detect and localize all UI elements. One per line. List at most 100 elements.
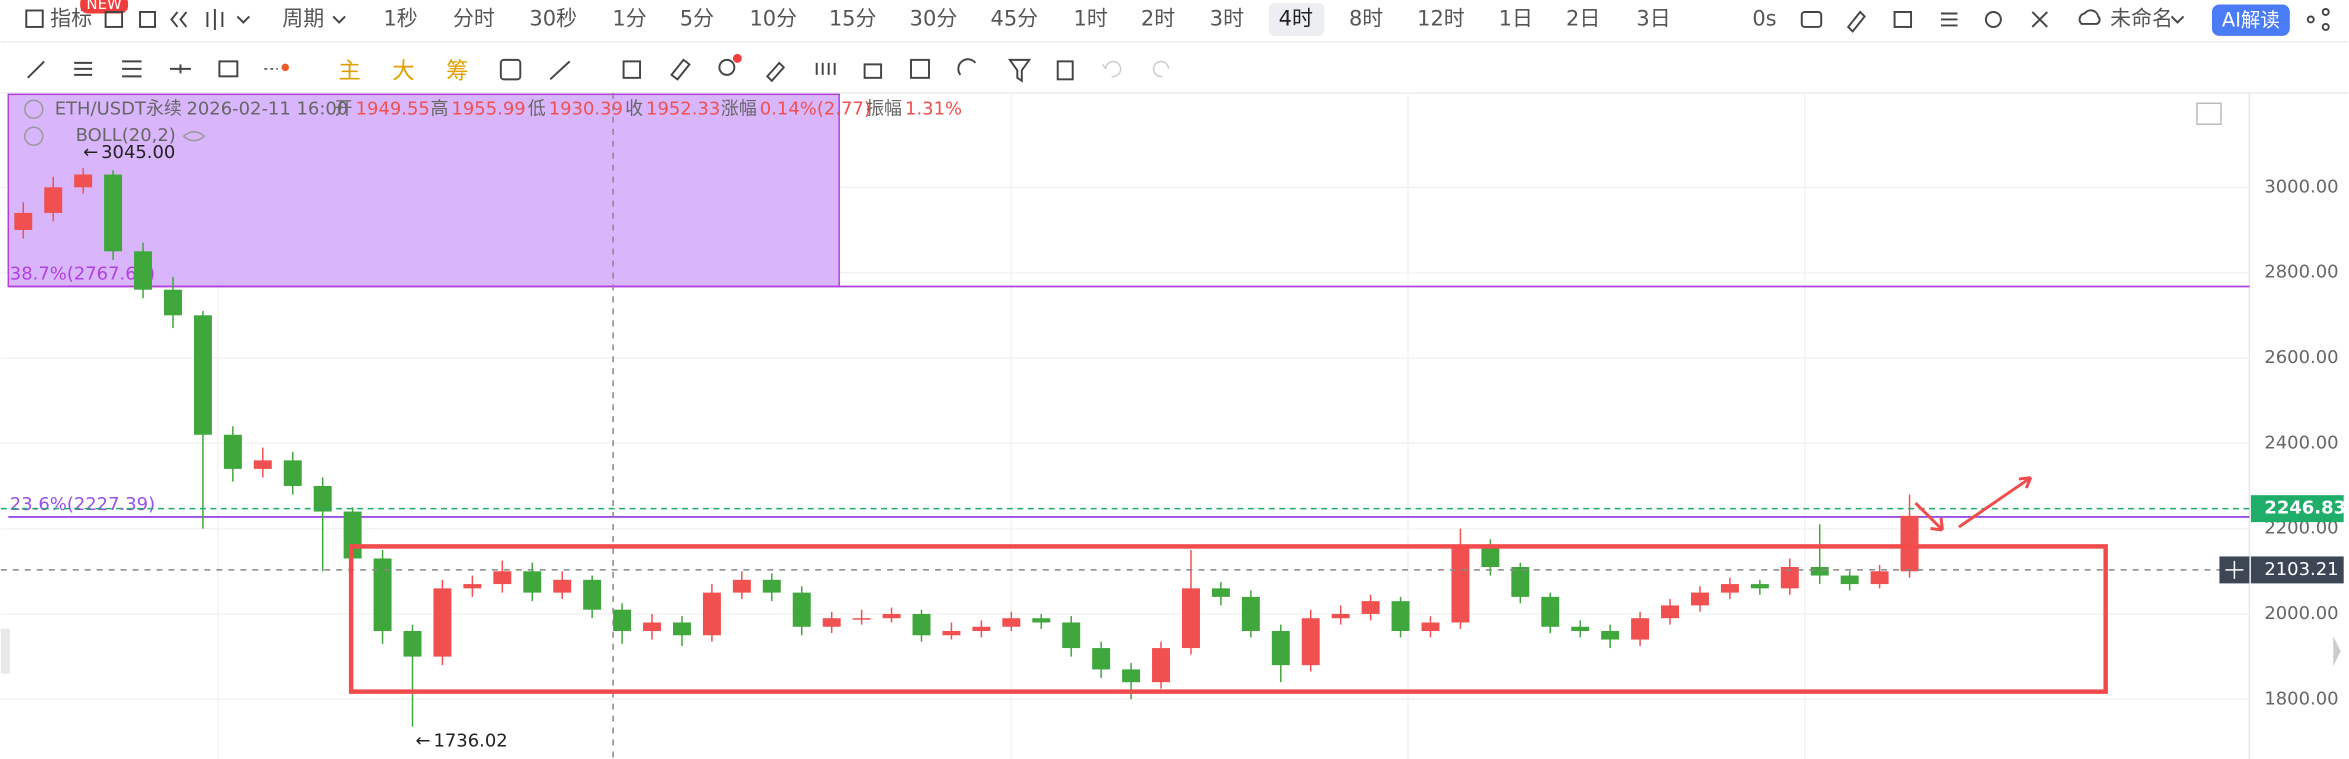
fullscreen-icon[interactable]: [2031, 11, 2048, 28]
tool-icon[interactable]: [499, 58, 522, 81]
y-tick-label: 2000.00: [2264, 603, 2338, 624]
interval-button[interactable]: 30分: [910, 6, 958, 30]
interval-button[interactable]: 5分: [680, 6, 714, 30]
settings-icon[interactable]: [1984, 11, 2002, 28]
icon[interactable]: [104, 11, 124, 28]
collapse-icon[interactable]: [24, 99, 44, 120]
arrow-glyph: ←: [416, 731, 431, 752]
interval-button[interactable]: 1秒: [383, 6, 417, 30]
tool-icon[interactable]: [957, 58, 977, 76]
candle-body: [223, 434, 242, 469]
interval-button[interactable]: 8时: [1349, 6, 1383, 30]
tool-icon[interactable]: [74, 61, 93, 76]
redo-icon[interactable]: [1152, 60, 1170, 78]
icon[interactable]: [170, 11, 188, 28]
tool-button[interactable]: 筹: [446, 58, 468, 84]
legend-value: 1930.39: [549, 98, 623, 119]
candle-body: [792, 592, 811, 627]
candle-body: [972, 626, 991, 632]
expand-icon[interactable]: [2196, 102, 2222, 126]
candle-body: [74, 174, 93, 188]
eye-icon[interactable]: [182, 130, 206, 142]
interval-button[interactable]: 2时: [1141, 6, 1175, 30]
candle-body: [1002, 618, 1021, 627]
tool-icon[interactable]: [863, 63, 883, 79]
candle-body: [493, 571, 512, 585]
tool-icon[interactable]: [910, 58, 930, 79]
tool-icon[interactable]: [622, 60, 642, 79]
candle-body: [1870, 571, 1889, 585]
interval-button[interactable]: 3日: [1636, 6, 1670, 30]
candle-body: [463, 584, 482, 589]
share-icon[interactable]: [2306, 15, 2315, 24]
candle-body: [1571, 626, 1590, 632]
collapse-icon[interactable]: [24, 126, 44, 146]
camera-icon[interactable]: [1800, 11, 1823, 28]
side-handle[interactable]: [2333, 636, 2341, 667]
tool-icon[interactable]: [718, 58, 736, 76]
interval-button[interactable]: 15分: [829, 6, 877, 30]
legend-value: 1955.99: [451, 98, 525, 119]
icon[interactable]: [1893, 11, 1913, 28]
undo-icon[interactable]: [1102, 60, 1122, 78]
icon[interactable]: [236, 15, 251, 24]
tool-icon[interactable]: [1056, 60, 1074, 81]
ai-button[interactable]: AI解读: [2222, 8, 2280, 31]
plus-icon: [2225, 560, 2244, 579]
candle-body: [762, 579, 781, 593]
tool-icon[interactable]: [765, 61, 786, 83]
tool-icon[interactable]: [670, 58, 691, 81]
tool-icon[interactable]: [1007, 58, 1032, 83]
tool-icon[interactable]: [815, 62, 836, 75]
interval-button[interactable]: 45分: [991, 6, 1039, 30]
time: 2026-02-11 16:00: [186, 98, 348, 119]
icon[interactable]: [206, 8, 224, 30]
tool-icon[interactable]: [27, 60, 45, 79]
legend-value: 1952.33: [646, 98, 720, 119]
candle-body: [702, 592, 721, 636]
tool-button[interactable]: 大: [392, 58, 414, 84]
candle-body: [134, 251, 153, 290]
ai-button-bg[interactable]: [2211, 4, 2290, 36]
candle-body: [1092, 648, 1111, 670]
range-box[interactable]: [348, 544, 2108, 694]
interval-button[interactable]: 2日: [1566, 6, 1600, 30]
legend-label: 涨幅: [721, 98, 757, 119]
tool-icon[interactable]: [218, 60, 239, 78]
interval-button[interactable]: 分时: [453, 6, 495, 30]
side-handle[interactable]: [0, 628, 10, 674]
candle-body: [1361, 601, 1380, 614]
interval-button[interactable]: 10分: [749, 6, 797, 30]
interval-button[interactable]: 3时: [1210, 6, 1244, 30]
arrow[interactable]: [1958, 476, 2033, 529]
tool-button[interactable]: 主: [338, 58, 360, 84]
fib-label: 38.7%(2767.60): [10, 263, 155, 284]
interval-button[interactable]: 4时: [1279, 6, 1313, 30]
period-button[interactable]: 周期: [282, 6, 324, 30]
indicator-name[interactable]: BOLL(20,2): [76, 125, 176, 146]
candle-body: [14, 212, 33, 230]
icon[interactable]: [139, 11, 156, 28]
interval-button[interactable]: 30秒: [529, 6, 577, 30]
pen-icon[interactable]: [1846, 10, 1866, 33]
last-price-tag: [2250, 495, 2344, 523]
interval-button[interactable]: 1分: [612, 6, 646, 30]
candle-body: [1032, 618, 1051, 623]
candle-body: [613, 609, 632, 632]
y-tick-label: 2600.00: [2264, 347, 2338, 368]
tool-icon[interactable]: [549, 60, 571, 81]
icon[interactable]: [1940, 12, 1958, 27]
legend-value: 1.31%: [905, 98, 962, 119]
tool-icon[interactable]: [169, 64, 191, 74]
interval-button[interactable]: 1日: [1499, 6, 1533, 30]
max-label: 3045.00: [101, 142, 175, 163]
layout-name[interactable]: 未命名: [2110, 6, 2173, 30]
y-tick-label: 3000.00: [2264, 176, 2338, 197]
interval-button[interactable]: 12时: [1417, 6, 1465, 30]
tool-icon[interactable]: [122, 60, 142, 78]
y-tick-label: 2400.00: [2264, 432, 2338, 453]
arrow[interactable]: [1914, 501, 1944, 532]
cloud-icon: [2078, 9, 2101, 25]
interval-button[interactable]: 1时: [1074, 6, 1108, 30]
